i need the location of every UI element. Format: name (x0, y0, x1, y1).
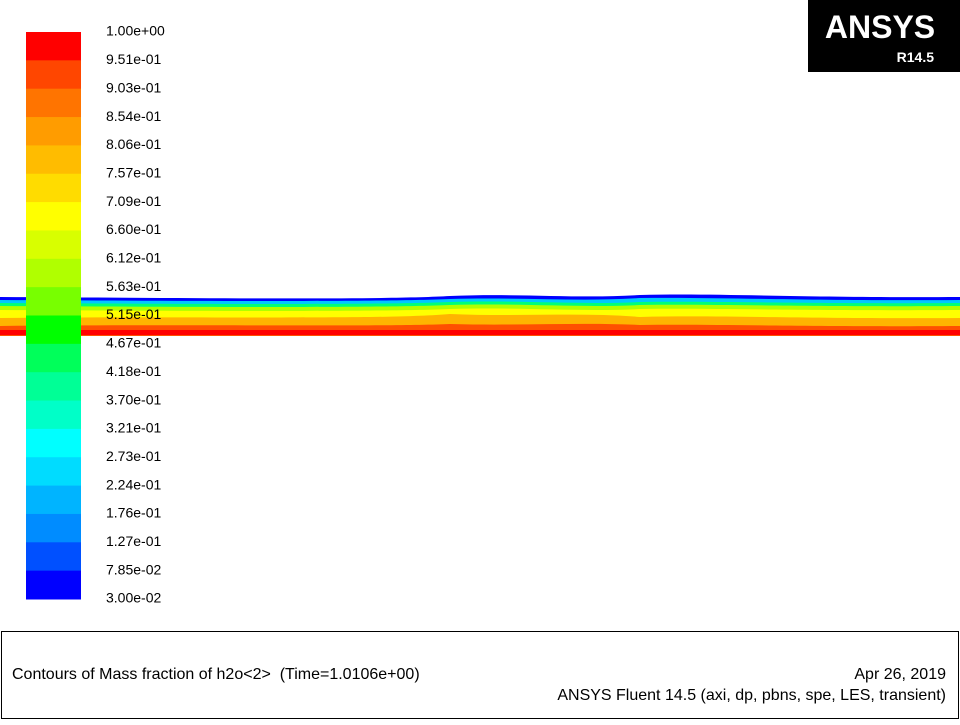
logo-name: ANSYS (825, 9, 935, 45)
colorbar-band (26, 513, 81, 543)
colorbar-band (26, 230, 81, 260)
colorbar-band (26, 117, 81, 146)
colorbar-label: 3.70e-01 (106, 391, 161, 407)
contour-plume (0, 294, 960, 336)
colorbar-label: 4.18e-01 (106, 363, 161, 379)
colorbar-label: 5.15e-01 (106, 306, 161, 322)
colorbar-label: 7.85e-02 (106, 561, 161, 577)
colorbar-band (26, 202, 81, 231)
colorbar-label: 6.60e-01 (106, 221, 161, 237)
footer-info: ANSYS Fluent 14.5 (axi, dp, pbns, spe, L… (557, 687, 946, 704)
colorbar-band (26, 428, 81, 458)
colorbar-label: 8.54e-01 (106, 108, 161, 124)
colorbar-label: 3.00e-02 (106, 590, 161, 606)
colorbar-band (26, 32, 81, 61)
colorbar-label: 2.73e-01 (106, 448, 161, 464)
colorbar-label: 8.06e-01 (106, 136, 161, 152)
colorbar-band (26, 372, 81, 402)
colorbar-band (26, 287, 81, 316)
colorbar-band (26, 457, 81, 487)
logo-box (808, 0, 960, 72)
colorbar-band (26, 315, 81, 345)
footer-title: Contours of Mass fraction of h2o<2> (Tim… (12, 666, 420, 683)
colorbar-label: 1.76e-01 (106, 505, 161, 521)
colorbar-label: 2.24e-01 (106, 476, 161, 492)
colorbar-band (26, 145, 81, 175)
footer-date: Apr 26, 2019 (854, 666, 946, 683)
colorbar-label: 3.21e-01 (106, 420, 161, 436)
colorbar-band (26, 542, 81, 572)
colorbar-band (26, 485, 81, 515)
colorbar-band (26, 343, 81, 373)
colorbar-label: 1.00e+00 (106, 23, 165, 39)
colorbar-label: 4.67e-01 (106, 335, 161, 351)
colorbar: 1.00e+00 9.51e-01 9.03e-01 8.54e-01 8.06e-01… (26, 23, 165, 606)
colorbar-label: 9.03e-01 (106, 79, 161, 95)
plume-red (0, 330, 960, 335)
colorbar-label: 7.57e-01 (106, 164, 161, 180)
colorbar-band (26, 258, 81, 288)
colorbar-label: 6.12e-01 (106, 250, 161, 266)
colorbar-band (26, 88, 81, 118)
colorbar-band (26, 570, 81, 600)
colorbar-label: 9.51e-01 (106, 51, 161, 67)
colorbar-band (26, 60, 81, 90)
footer-box (1, 631, 959, 719)
colorbar-label: 5.63e-01 (106, 278, 161, 294)
colorbar-band (26, 400, 81, 430)
colorbar-band (26, 173, 81, 203)
colorbar-label: 7.09e-01 (106, 193, 161, 209)
colorbar-label: 1.27e-01 (106, 533, 161, 549)
logo-release: R14.5 (897, 49, 935, 65)
